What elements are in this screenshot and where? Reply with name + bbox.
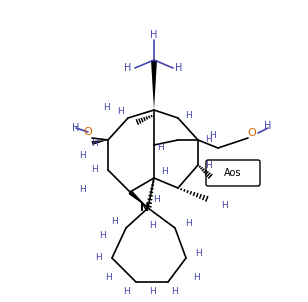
Text: H: H — [195, 249, 201, 258]
Text: H: H — [161, 168, 167, 176]
Text: H: H — [91, 139, 97, 147]
Text: H: H — [154, 195, 160, 204]
Text: O: O — [248, 128, 256, 138]
Text: H: H — [72, 123, 80, 133]
Text: H: H — [79, 150, 85, 159]
Polygon shape — [128, 190, 148, 208]
Text: H: H — [105, 274, 111, 282]
FancyBboxPatch shape — [206, 160, 260, 186]
Text: H: H — [79, 185, 85, 194]
Text: O: O — [84, 127, 92, 137]
Text: H: H — [117, 108, 124, 117]
Text: H: H — [222, 201, 228, 210]
Polygon shape — [151, 60, 157, 110]
Text: H: H — [123, 288, 129, 297]
Text: H: H — [150, 30, 158, 40]
Text: H: H — [172, 288, 178, 297]
Text: H: H — [184, 219, 191, 227]
Text: H: H — [184, 111, 191, 120]
Text: N: N — [140, 203, 150, 213]
Text: H: H — [192, 274, 199, 282]
Text: H: H — [149, 288, 155, 297]
Polygon shape — [92, 140, 108, 145]
Text: H: H — [205, 136, 211, 144]
Text: H: H — [205, 160, 211, 169]
Text: H: H — [209, 130, 215, 140]
Text: H: H — [91, 165, 97, 175]
Text: Aos: Aos — [224, 168, 242, 178]
Text: H: H — [124, 63, 132, 73]
Text: H: H — [95, 253, 101, 262]
Text: H: H — [99, 230, 106, 239]
Text: H: H — [157, 143, 163, 153]
Text: H: H — [175, 63, 183, 73]
Text: H: H — [103, 104, 110, 113]
Text: H: H — [149, 220, 155, 230]
Text: H: H — [264, 121, 272, 131]
Text: H: H — [111, 217, 118, 226]
